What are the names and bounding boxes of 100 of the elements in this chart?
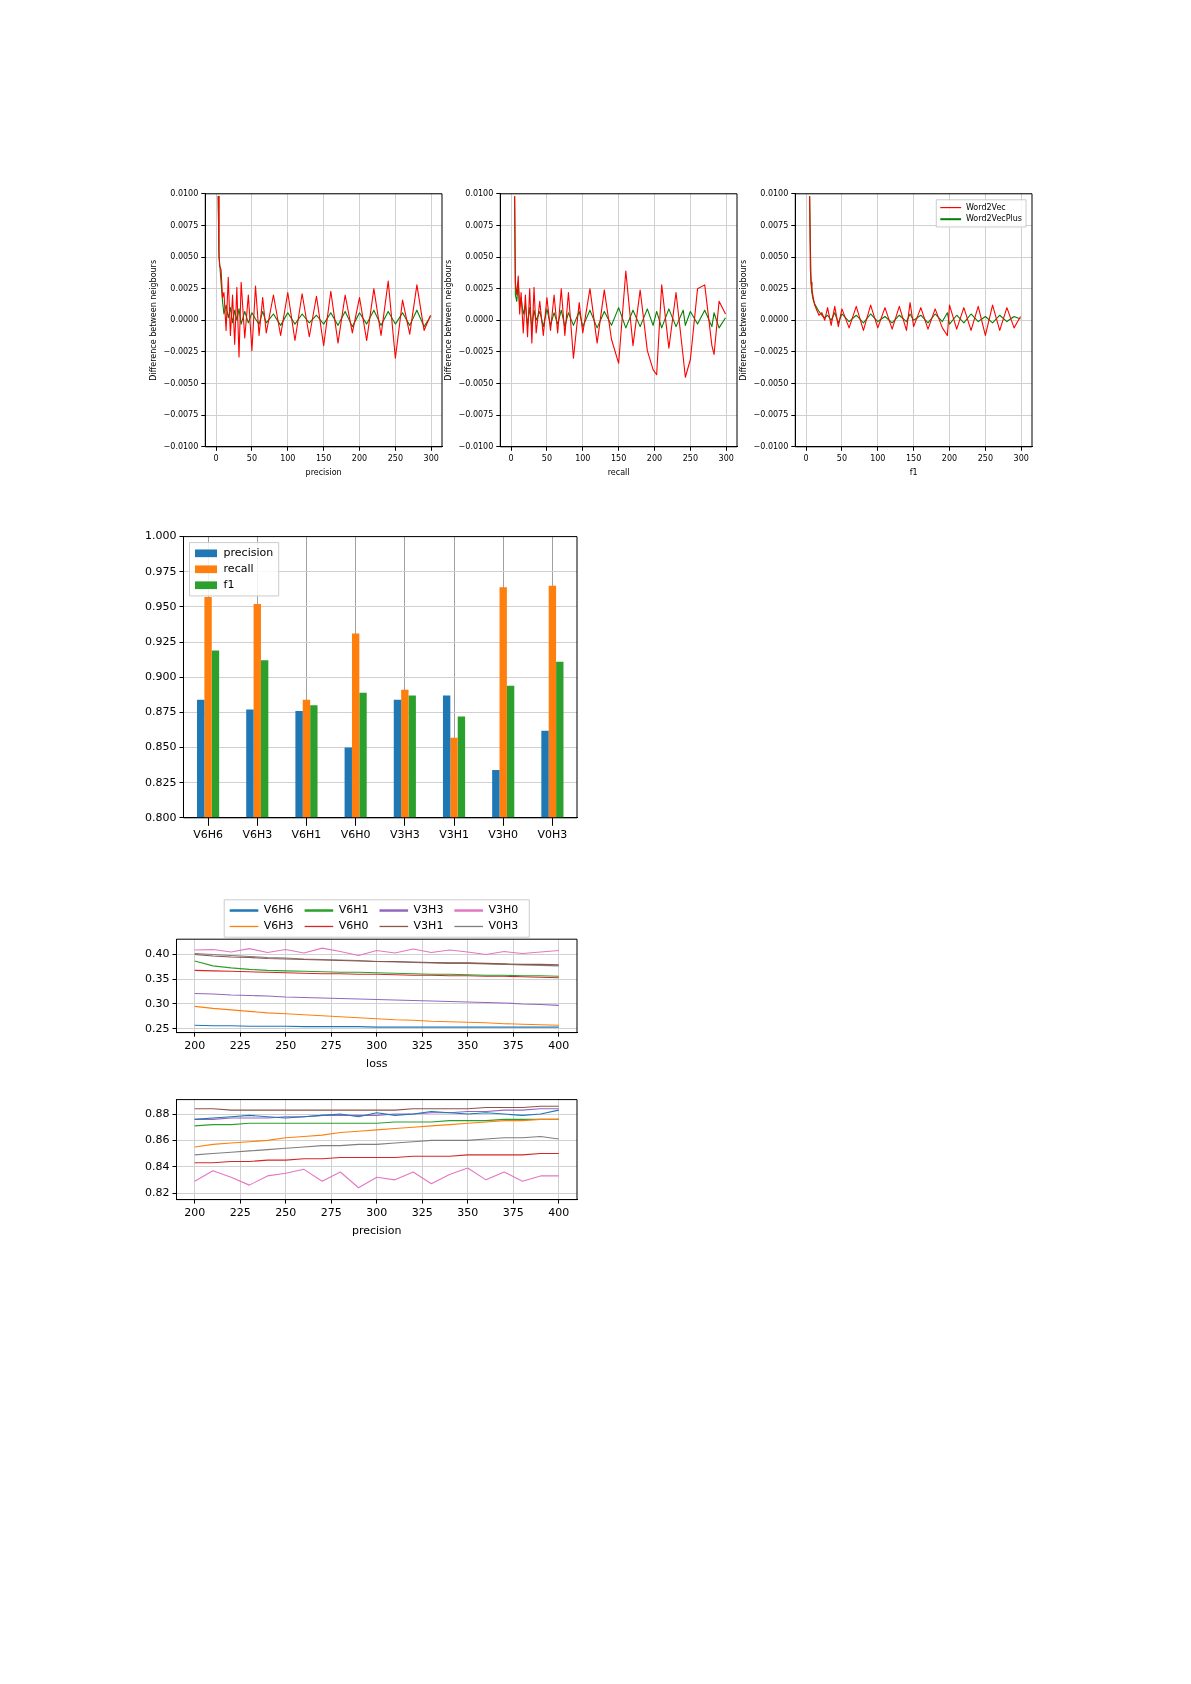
x-tick-label: V6H6 xyxy=(193,828,223,842)
legend-label: V3H3 xyxy=(413,903,444,917)
y-tick-label: −0.0050 xyxy=(163,378,199,388)
x-axis-title: loss xyxy=(366,1057,388,1071)
x-tick-label: 200 xyxy=(351,453,368,463)
x-tick-label: 100 xyxy=(870,453,886,463)
legend-label: V0H3 xyxy=(488,919,519,933)
legend-label: f1 xyxy=(223,578,235,592)
x-tick-label: 100 xyxy=(575,453,591,463)
y-tick-label: 0.900 xyxy=(144,670,177,684)
y-axis-title: Difference between neigbours xyxy=(148,259,158,381)
x-tick-label: 150 xyxy=(906,453,922,463)
y-tick-label: −0.0075 xyxy=(458,410,494,420)
y-tick-label: −0.0100 xyxy=(163,441,199,451)
x-tick-label: 100 xyxy=(280,453,296,463)
x-tick-label: 225 xyxy=(229,1039,251,1053)
x-tick-label: 300 xyxy=(366,1039,388,1053)
y-tick-label: −0.0100 xyxy=(458,441,494,451)
y-tick-label: −0.0050 xyxy=(753,378,789,388)
x-tick-label: 200 xyxy=(184,1039,206,1053)
y-tick-label: 0.850 xyxy=(144,740,177,754)
y-tick-label: 0.0025 xyxy=(760,283,789,293)
y-tick-label: −0.0050 xyxy=(458,378,494,388)
x-axis-title: f1 xyxy=(909,468,918,478)
y-tick-label: 0.0075 xyxy=(465,220,494,230)
x-tick-label: 400 xyxy=(548,1039,570,1053)
x-tick-label: 300 xyxy=(1013,453,1029,463)
y-tick-label: −0.0025 xyxy=(458,347,494,356)
x-tick-label: 250 xyxy=(682,453,699,463)
legend-label: V6H1 xyxy=(338,903,369,917)
y-tick-label: 0.0000 xyxy=(465,315,494,325)
y-tick-label: 0.25 xyxy=(144,1021,170,1035)
y-tick-label: 0.0025 xyxy=(465,283,494,293)
x-axis-title: precision xyxy=(351,1224,402,1238)
x-tick-label: 150 xyxy=(316,453,332,463)
x-tick-label: V0H3 xyxy=(537,828,568,842)
y-tick-label: −0.0100 xyxy=(753,441,789,451)
y-tick-label: 0.825 xyxy=(144,775,177,789)
legend-label: V6H0 xyxy=(338,919,369,933)
x-tick-label: 400 xyxy=(548,1206,570,1220)
x-tick-label: V6H3 xyxy=(242,828,273,842)
x-tick-label: 50 xyxy=(836,453,848,463)
legend-label: Word2Vec xyxy=(965,202,1006,212)
x-tick-label: V3H1 xyxy=(439,828,469,842)
y-axis-title: Difference between neigbours xyxy=(443,259,453,381)
x-tick-label: 350 xyxy=(457,1039,479,1053)
x-tick-label: 0 xyxy=(213,453,219,463)
y-tick-label: 0.0025 xyxy=(170,283,199,293)
y-tick-label: 0.800 xyxy=(144,810,177,824)
y-tick-label: 0.0100 xyxy=(465,188,494,198)
x-tick-label: V6H0 xyxy=(340,828,371,842)
y-tick-label: 0.0000 xyxy=(170,315,199,325)
y-tick-label: 0.84 xyxy=(144,1159,170,1173)
y-tick-label: 0.0100 xyxy=(170,188,199,198)
x-tick-label: 275 xyxy=(320,1039,342,1053)
x-tick-label: 300 xyxy=(366,1206,388,1220)
x-tick-label: 200 xyxy=(184,1206,206,1220)
legend-label: V3H1 xyxy=(413,919,444,933)
y-tick-label: 0.35 xyxy=(144,972,170,986)
y-tick-label: 0.88 xyxy=(144,1106,170,1120)
y-axis-title: Difference between neigbours xyxy=(738,259,748,381)
x-tick-label: 50 xyxy=(246,453,258,463)
x-tick-label: 325 xyxy=(411,1039,433,1053)
y-tick-label: 0.0000 xyxy=(760,315,789,325)
y-tick-label: 0.0075 xyxy=(170,220,199,230)
legend-label: precision xyxy=(223,546,274,560)
y-tick-label: 0.0075 xyxy=(760,220,789,230)
x-tick-label: 300 xyxy=(718,453,734,463)
x-tick-label: 275 xyxy=(320,1206,342,1220)
x-tick-label: 350 xyxy=(457,1206,479,1220)
x-tick-label: 200 xyxy=(941,453,958,463)
y-tick-label: 0.86 xyxy=(144,1133,170,1147)
x-tick-label: 375 xyxy=(502,1039,524,1053)
y-tick-label: 0.925 xyxy=(144,634,177,648)
legend-label: recall xyxy=(223,562,254,576)
y-tick-label: 0.875 xyxy=(144,705,177,719)
y-tick-label: −0.0075 xyxy=(163,410,199,420)
x-tick-label: 150 xyxy=(611,453,627,463)
x-tick-label: 300 xyxy=(423,453,439,463)
x-tick-label: 325 xyxy=(411,1206,433,1220)
legend-label: V3H0 xyxy=(488,903,519,917)
y-tick-label: 0.40 xyxy=(144,947,170,961)
x-tick-label: 375 xyxy=(502,1206,524,1220)
y-tick-label: 0.30 xyxy=(144,996,170,1010)
y-tick-label: −0.0025 xyxy=(163,347,199,356)
legend-label: V6H3 xyxy=(263,919,294,933)
x-tick-label: 0 xyxy=(508,453,514,463)
x-tick-label: 250 xyxy=(977,453,994,463)
x-tick-label: V3H3 xyxy=(389,828,420,842)
x-tick-label: 250 xyxy=(387,453,404,463)
legend-label: Word2VecPlus xyxy=(965,214,1022,224)
x-tick-label: V6H1 xyxy=(291,828,322,842)
y-tick-label: 0.0100 xyxy=(760,188,789,198)
y-tick-label: 1.000 xyxy=(144,529,177,543)
y-tick-label: 0.975 xyxy=(144,564,177,578)
y-tick-label: 0.0050 xyxy=(465,252,494,262)
x-tick-label: 50 xyxy=(541,453,553,463)
x-tick-label: 0 xyxy=(803,453,809,463)
y-tick-label: 0.0050 xyxy=(170,252,199,262)
y-tick-label: 0.82 xyxy=(144,1185,170,1199)
